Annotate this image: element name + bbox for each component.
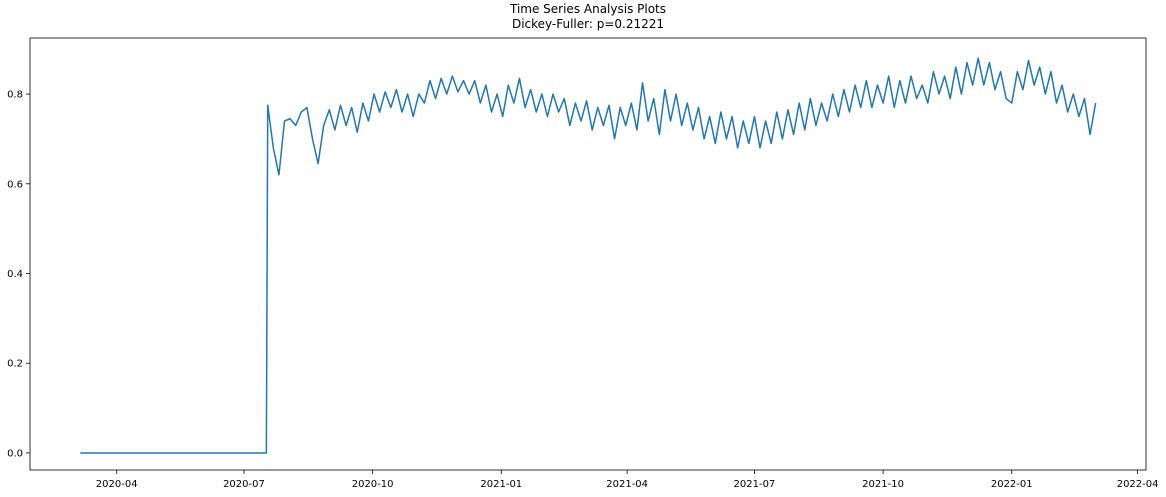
- x-tick-label: 2020-04: [96, 479, 138, 490]
- y-tick-label: 0.0: [7, 448, 23, 459]
- x-tick-label: 2020-10: [352, 479, 394, 490]
- x-tick-label: 2022-01: [991, 479, 1033, 490]
- chart-subtitle: Dickey-Fuller: p=0.21221: [512, 17, 664, 31]
- y-tick-label: 0.6: [7, 179, 23, 190]
- y-tick-label: 0.2: [7, 359, 23, 370]
- x-tick-label: 2021-04: [606, 479, 648, 490]
- plot-frame: [29, 37, 1147, 471]
- x-tick-label: 2020-07: [223, 479, 265, 490]
- y-tick-label: 0.8: [7, 90, 23, 101]
- y-tick-label: 0.4: [7, 269, 23, 280]
- x-tick-label: 2021-10: [862, 479, 904, 490]
- x-tick-label: 2021-07: [734, 479, 776, 490]
- chart-title: Time Series Analysis Plots: [509, 2, 666, 16]
- x-tick-label: 2022-04: [1117, 479, 1159, 490]
- x-tick-label: 2021-01: [480, 479, 522, 490]
- series-line: [80, 57, 1097, 454]
